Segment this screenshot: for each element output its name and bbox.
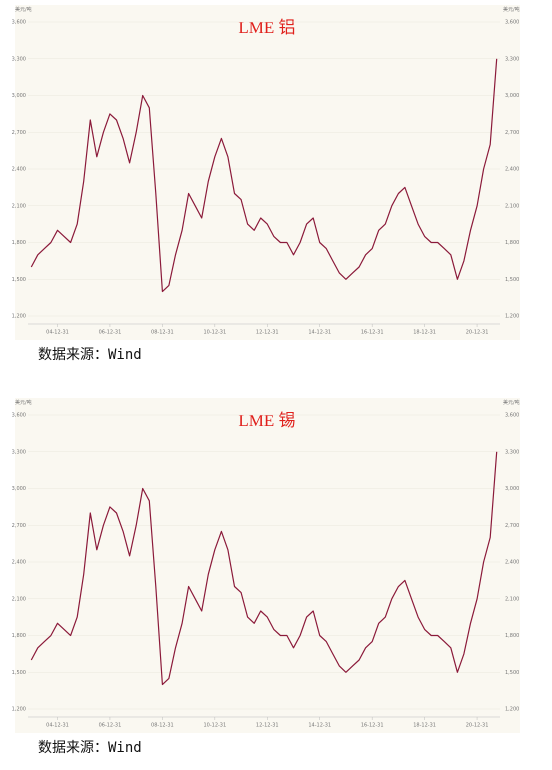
y-tick-label: 3,600 [12, 413, 26, 419]
x-tick-label: 12-12-31 [256, 723, 279, 729]
x-tick-label: 10-12-31 [203, 330, 226, 336]
y-tick-label: 1,800 [12, 240, 26, 246]
y-tick-label: 2,100 [505, 203, 519, 209]
y-tick-label: 1,200 [12, 707, 26, 713]
x-tick-label: 20-12-31 [466, 330, 489, 336]
data-line [30, 58, 498, 293]
y-tick-label: 3,300 [505, 56, 519, 62]
y-tick-label: 2,700 [12, 523, 26, 529]
y-unit: 美元/吨 [15, 399, 32, 406]
x-tick-label: 16-12-31 [361, 723, 384, 729]
y-tick-label: 2,400 [12, 167, 26, 173]
y-unit: 美元/吨 [15, 6, 32, 13]
y-tick-label: 2,400 [505, 560, 519, 566]
y-tick-label: 2,100 [505, 596, 519, 602]
y-tick-label: 3,000 [505, 486, 519, 492]
y-tick-label: 1,800 [505, 633, 519, 639]
y-tick-label: 3,000 [12, 93, 26, 99]
data-line [30, 451, 498, 686]
x-tick-label: 20-12-31 [466, 723, 489, 729]
x-tick-label: 06-12-31 [99, 723, 122, 729]
y-tick-label: 2,400 [12, 560, 26, 566]
y-tick-label: 2,700 [505, 130, 519, 136]
y-tick-label: 3,300 [12, 56, 26, 62]
y-tick-label: 1,200 [505, 314, 519, 320]
x-tick-label: 14-12-31 [308, 723, 331, 729]
chart-background [15, 5, 520, 340]
x-tick-label: 04-12-31 [46, 330, 69, 336]
x-tick-label: 18-12-31 [413, 330, 436, 336]
y-tick-label: 1,500 [12, 670, 26, 676]
y-tick-label: 1,200 [505, 707, 519, 713]
y-tick-label: 2,700 [12, 130, 26, 136]
x-tick-label: 16-12-31 [361, 330, 384, 336]
y-tick-label: 2,100 [12, 596, 26, 602]
y-tick-label: 3,300 [505, 449, 519, 455]
chart-background [15, 398, 520, 733]
y-tick-label: 1,200 [12, 314, 26, 320]
y-tick-label: 2,400 [505, 167, 519, 173]
chart-title: LME 铝 [238, 18, 295, 37]
y-tick-label: 1,500 [505, 277, 519, 283]
y-tick-label: 3,300 [12, 449, 26, 455]
y-tick-label: 1,800 [12, 633, 26, 639]
y-tick-label: 3,000 [12, 486, 26, 492]
y-tick-label: 3,600 [12, 20, 26, 26]
chart-title: LME 锡 [238, 411, 295, 430]
x-tick-label: 04-12-31 [46, 723, 69, 729]
y-tick-label: 3,600 [505, 413, 519, 419]
y-tick-label: 2,100 [12, 203, 26, 209]
y-tick-label: 1,800 [505, 240, 519, 246]
x-tick-label: 06-12-31 [99, 330, 122, 336]
x-tick-label: 10-12-31 [203, 723, 226, 729]
x-tick-label: 08-12-31 [151, 723, 174, 729]
x-tick-label: 08-12-31 [151, 330, 174, 336]
y-tick-label: 3,600 [505, 20, 519, 26]
y-unit: 美元/吨 [503, 399, 520, 406]
y-tick-label: 3,000 [505, 93, 519, 99]
x-tick-label: 12-12-31 [256, 330, 279, 336]
source-note: 数据来源：Wind [38, 740, 142, 756]
y-tick-label: 1,500 [12, 277, 26, 283]
x-tick-label: 18-12-31 [413, 723, 436, 729]
x-tick-label: 14-12-31 [308, 330, 331, 336]
source-note: 数据来源：Wind [38, 347, 142, 363]
y-tick-label: 2,700 [505, 523, 519, 529]
y-tick-label: 1,500 [505, 670, 519, 676]
y-unit: 美元/吨 [503, 6, 520, 13]
